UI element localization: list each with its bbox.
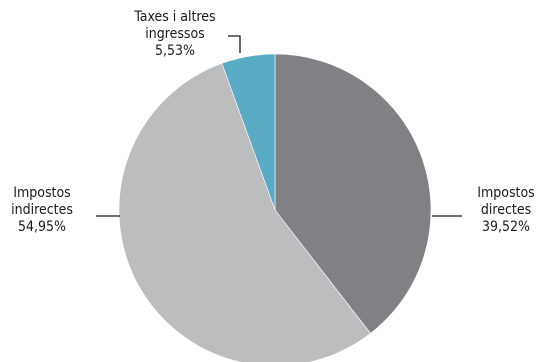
slice-name-label: Impostos: [13, 185, 70, 201]
pie-slice-3: [221, 53, 276, 211]
pie-slice-1: [274, 53, 432, 334]
slice-value-label: 54,95%: [18, 219, 66, 235]
slice-label-3: Taxes i altres ingressos 5,53%: [133, 9, 215, 59]
slice-name-label: directes: [481, 202, 531, 218]
leader-line-3: [228, 35, 241, 53]
pie-slice-2: [118, 62, 371, 362]
slice-name-label: Impostos: [477, 185, 534, 201]
slice-name-label: Taxes i altres: [133, 9, 215, 25]
slice-name-label: ingressos: [145, 26, 205, 42]
slice-value-label: 5,53%: [155, 43, 195, 59]
slice-name-label: indirectes: [11, 202, 73, 218]
slice-label-2: Impostos indirectes 54,95%: [11, 185, 73, 235]
slice-label-1: Impostos directes 39,52%: [477, 185, 534, 235]
slice-value-label: 39,52%: [482, 219, 530, 235]
